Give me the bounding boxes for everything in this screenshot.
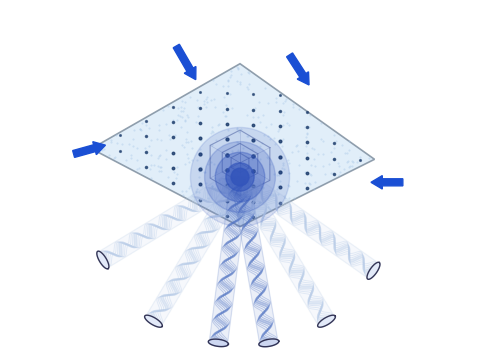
- Polygon shape: [101, 169, 245, 266]
- FancyArrow shape: [173, 44, 196, 80]
- Circle shape: [226, 163, 254, 191]
- FancyArrow shape: [371, 176, 403, 189]
- Polygon shape: [367, 262, 380, 279]
- Polygon shape: [97, 251, 109, 269]
- Polygon shape: [318, 315, 336, 327]
- Polygon shape: [91, 64, 374, 227]
- Circle shape: [231, 168, 249, 186]
- Polygon shape: [144, 315, 162, 327]
- Polygon shape: [367, 262, 380, 279]
- Polygon shape: [259, 339, 279, 347]
- Circle shape: [215, 152, 265, 202]
- Circle shape: [191, 127, 289, 227]
- Polygon shape: [144, 315, 162, 327]
- Circle shape: [204, 142, 276, 212]
- Polygon shape: [210, 176, 249, 341]
- FancyArrow shape: [287, 53, 309, 85]
- Polygon shape: [235, 170, 376, 276]
- Polygon shape: [97, 251, 109, 269]
- Polygon shape: [147, 172, 248, 323]
- Polygon shape: [232, 172, 333, 323]
- Polygon shape: [208, 339, 228, 347]
- Polygon shape: [259, 339, 279, 347]
- FancyArrow shape: [72, 142, 106, 158]
- Polygon shape: [231, 176, 277, 341]
- Polygon shape: [318, 315, 336, 327]
- Polygon shape: [208, 339, 228, 347]
